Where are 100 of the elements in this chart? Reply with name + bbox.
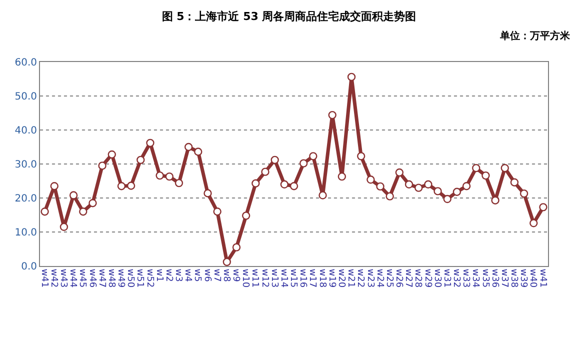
point: [184, 142, 193, 152]
point: [328, 110, 336, 120]
point: [69, 191, 78, 200]
point: [366, 176, 375, 184]
x-tick-label: w52: [144, 268, 154, 288]
x-tick-label: w8: [220, 268, 231, 282]
point: [482, 171, 490, 180]
x-tick-label: w40: [528, 268, 538, 288]
point: [60, 222, 68, 231]
x-tick-label: w38: [508, 268, 519, 288]
point: [299, 159, 308, 168]
x-tick-label: w37: [498, 268, 509, 288]
point: [462, 182, 471, 190]
x-tick-label: w16: [298, 268, 308, 288]
point: [404, 180, 414, 188]
x-tick-label: w6: [202, 268, 212, 282]
x-tick-label: w41: [537, 268, 548, 288]
x-tick-label: w42: [48, 268, 58, 288]
x-tick-label: w23: [364, 268, 375, 288]
x-tick-label: w51: [134, 268, 145, 288]
x-tick-label: w48: [106, 268, 116, 288]
x-tick-label: w4: [182, 268, 193, 282]
x-tick-label: w11: [250, 268, 260, 288]
x-tick-label: w39: [518, 268, 528, 288]
point: [510, 178, 519, 186]
point: [126, 182, 136, 190]
x-tick-label: w35: [480, 268, 490, 288]
point: [88, 199, 97, 208]
point: [376, 182, 384, 191]
x-tick-label: w31: [441, 268, 452, 288]
point: [309, 152, 318, 160]
x-tick-label: w3: [173, 268, 184, 282]
x-tick-label: w15: [288, 268, 298, 288]
point: [98, 162, 106, 170]
point: [174, 178, 184, 188]
x-tick-label: w14: [278, 268, 288, 288]
x-tick-label: w7: [211, 268, 222, 282]
point: [280, 180, 289, 188]
point: [108, 150, 116, 159]
x-tick-label: w29: [422, 268, 432, 288]
point: [194, 148, 202, 156]
x-tick-label: w9: [230, 268, 241, 282]
x-tick-label: w36: [489, 268, 500, 288]
x-tick-label: w34: [470, 268, 480, 288]
point: [356, 152, 366, 160]
x-tick-label: w41: [38, 268, 49, 288]
point: [232, 243, 241, 252]
x-tick-label: w26: [394, 268, 404, 288]
x-tick-label: w19: [326, 268, 336, 288]
point: [117, 182, 126, 190]
x-tick-label: w21: [346, 268, 356, 288]
x-tick-label: w18: [316, 268, 327, 288]
point: [318, 191, 327, 200]
x-tick-label: w46: [86, 268, 97, 288]
x-tick-label: w27: [403, 268, 414, 288]
point: [261, 168, 270, 176]
point: [520, 189, 528, 198]
point: [213, 208, 222, 216]
point: [165, 172, 174, 181]
x-tick-label: w30: [432, 268, 442, 288]
x-tick-label: w50: [125, 268, 136, 288]
y-tick-label: 10.0: [14, 228, 37, 238]
x-tick-label: w28: [412, 268, 423, 288]
point: [434, 187, 442, 196]
point: [539, 203, 548, 212]
x-tick-label: w20: [336, 268, 346, 288]
point: [136, 156, 145, 164]
point: [500, 164, 509, 172]
x-tick-label: w32: [451, 268, 462, 288]
point: [443, 194, 452, 204]
point: [50, 182, 58, 190]
y-tick-label: 50.0: [14, 92, 37, 102]
x-tick-label: w33: [460, 268, 471, 288]
y-tick-label: 30.0: [14, 160, 37, 170]
y-tick-label: 20.0: [14, 194, 37, 204]
point: [472, 164, 480, 172]
x-tick-label: w5: [192, 268, 202, 282]
point: [204, 189, 212, 198]
point: [491, 196, 500, 204]
point: [156, 171, 164, 180]
x-tick-label: w12: [259, 268, 270, 288]
point: [395, 168, 404, 177]
point: [386, 192, 394, 200]
point: [338, 172, 346, 181]
point: [290, 182, 298, 190]
x-tick-label: w22: [355, 268, 366, 288]
x-tick-label: w45: [77, 268, 88, 288]
x-tick-label: w2: [163, 268, 174, 282]
point: [530, 219, 538, 228]
point: [222, 258, 232, 266]
chart-title: 图 5：上海市近 53 周各周商品住宅成交面积走势图: [162, 10, 416, 23]
x-tick-label: w13: [268, 268, 279, 288]
x-tick-label: w25: [384, 268, 394, 288]
x-tick-label: w47: [96, 268, 106, 288]
y-tick-label: 60.0: [14, 58, 37, 68]
x-tick-label: w17: [307, 268, 318, 288]
point: [347, 72, 356, 82]
point: [424, 180, 432, 188]
x-tick-label: w44: [68, 268, 78, 288]
text: 单位：万平方米: [499, 30, 571, 42]
